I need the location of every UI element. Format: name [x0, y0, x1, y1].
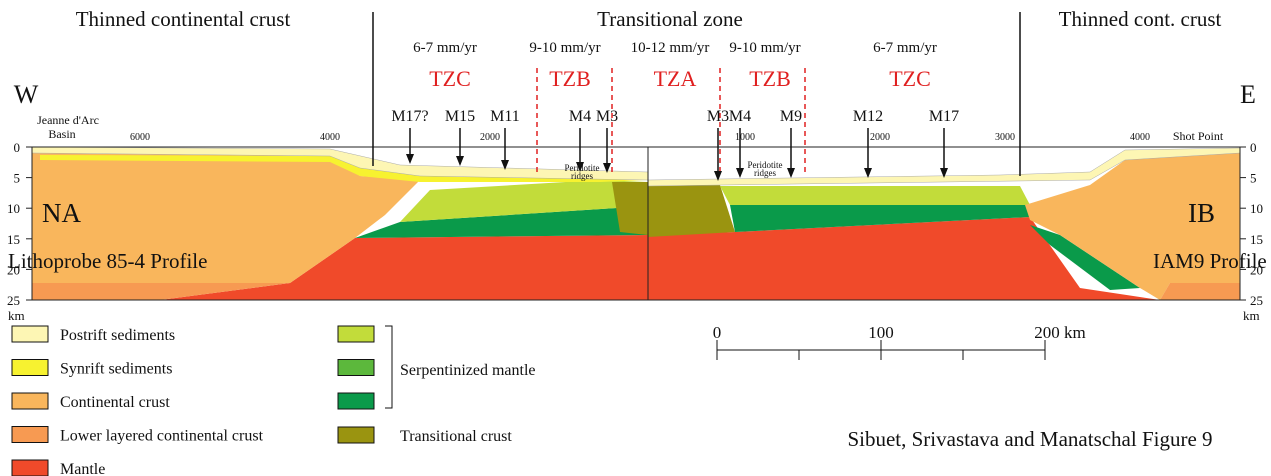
spreading-rate: 9-10 mm/yr [729, 40, 800, 56]
depth-unit: km [1243, 308, 1260, 323]
legend-label: Serpentinized mantle [400, 362, 536, 379]
caption: Sibuet, Srivastava and Manatschal Figure… [847, 427, 1212, 451]
profile-code: IB [1188, 198, 1215, 228]
legend-swatch [338, 360, 374, 376]
legend-label: Lower layered continental crust [60, 428, 264, 445]
depth-tick-label: 10 [7, 201, 20, 216]
ridge-label: ridges [571, 171, 593, 181]
left-section [32, 147, 648, 300]
anomaly-label: M4 [569, 108, 591, 125]
anomaly-label: M4 [729, 108, 751, 125]
legend-label: Mantle [60, 461, 105, 476]
spreading-rate: 6-7 mm/yr [873, 40, 937, 56]
depth-tick-label: 5 [1250, 171, 1257, 186]
figure: Thinned continental crust Transitional z… [0, 0, 1271, 476]
shot-point: 4000 [320, 132, 340, 143]
anomaly-label: M11 [490, 108, 520, 125]
legend-swatch [12, 326, 48, 342]
depth-unit: km [8, 308, 25, 323]
scale-label: 0 [713, 323, 722, 342]
legend-bracket [385, 326, 392, 408]
shot-point: 6000 [130, 132, 150, 143]
anomaly-label: M3 [707, 108, 729, 125]
arrow-head [787, 168, 795, 178]
profile-name: Lithoprobe 85-4 Profile [8, 249, 207, 273]
anomaly-label: M9 [780, 108, 802, 125]
legend-swatch [12, 427, 48, 443]
legend-swatch [12, 460, 48, 476]
direction-east: E [1240, 80, 1256, 109]
anomaly-label: M17 [929, 108, 959, 125]
serpentinized-light [720, 186, 1030, 205]
depth-tick-label: 10 [1250, 201, 1263, 216]
zone-label: TZB [749, 66, 791, 91]
arrow-head [864, 168, 872, 178]
anomaly-label: M12 [853, 108, 883, 125]
depth-tick-label: 25 [7, 293, 20, 308]
scale-bar [717, 340, 1045, 360]
spreading-rate: 6-7 mm/yr [413, 40, 477, 56]
arrow-head [406, 154, 414, 164]
zone-label: TZB [549, 66, 591, 91]
depth-tick-label: 5 [14, 171, 21, 186]
shot-point: 3000 [995, 132, 1015, 143]
legend-swatch [12, 360, 48, 376]
shot-point: 4000 [1130, 132, 1150, 143]
legend-swatch [338, 427, 374, 443]
zone-label: TZC [429, 66, 471, 91]
depth-tick-label: 15 [7, 232, 20, 247]
legend-label: Transitional crust [400, 428, 512, 445]
depth-tick-label: 25 [1250, 293, 1263, 308]
scale-label: 100 [868, 323, 894, 342]
basin-label: Basin [48, 127, 75, 141]
legend-swatch [338, 393, 374, 409]
header-right: Thinned cont. crust [1059, 7, 1222, 31]
legend-label: Synrift sediments [60, 361, 172, 378]
zone-label: TZC [889, 66, 931, 91]
zone-label: TZA [654, 66, 697, 91]
arrow-head [456, 156, 464, 166]
lower-crust [1160, 283, 1240, 300]
depth-tick-label: 20 [7, 262, 20, 277]
shot-point: 1000 [735, 132, 755, 143]
shot-point-label: Shot Point [1173, 129, 1224, 143]
legend-swatch [12, 393, 48, 409]
legend-label: Continental crust [60, 394, 170, 411]
arrow-head [736, 168, 744, 178]
anomaly-label: M15 [445, 108, 475, 125]
depth-tick-label: 0 [1250, 140, 1257, 155]
legend-label: Postrift sediments [60, 327, 175, 344]
transitional-crust [648, 185, 735, 237]
depth-tick-label: 0 [14, 140, 21, 155]
ridge-label: ridges [754, 168, 776, 178]
legend-swatch [338, 326, 374, 342]
basin-label: Jeanne d'Arc [37, 113, 99, 127]
profile-code: NA [42, 198, 81, 228]
scale-label: 200 km [1034, 323, 1085, 342]
anomaly-label: M17? [391, 108, 428, 125]
shot-point: 2000 [870, 132, 890, 143]
direction-west: W [14, 80, 39, 109]
header-left: Thinned continental crust [76, 7, 291, 31]
header-center: Transitional zone [597, 7, 743, 31]
anomaly-label: M3 [596, 108, 618, 125]
spreading-rate: 10-12 mm/yr [631, 40, 710, 56]
spreading-rate: 9-10 mm/yr [529, 40, 600, 56]
depth-tick-label: 15 [1250, 232, 1263, 247]
depth-tick-label: 20 [1250, 262, 1263, 277]
shot-point: 2000 [480, 132, 500, 143]
